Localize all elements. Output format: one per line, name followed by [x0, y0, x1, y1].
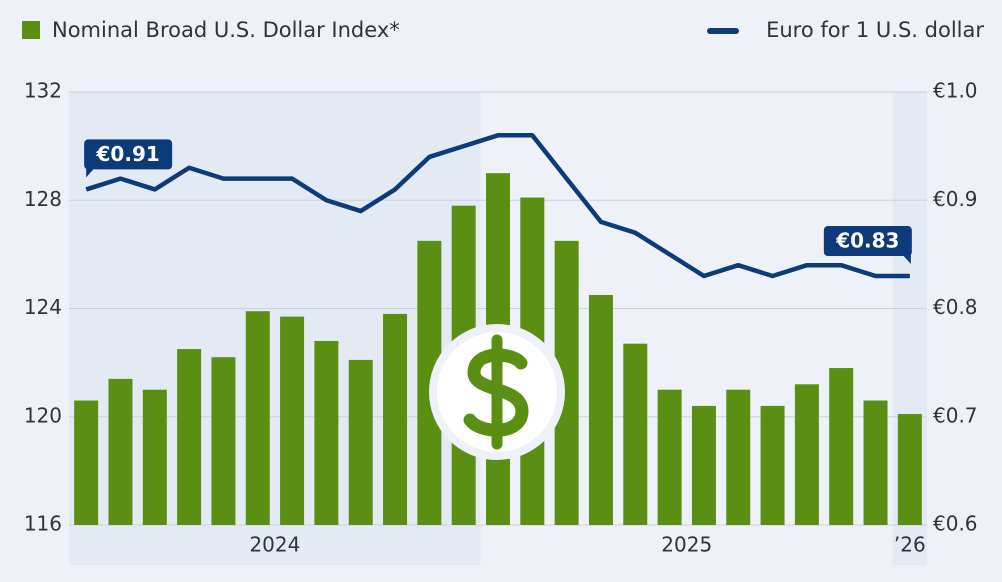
line-layer: €0.91 €0.83 — [84, 133, 912, 279]
annotation-box — [84, 139, 173, 170]
bar — [314, 340, 339, 525]
legend-label: Nominal Broad U.S. Dollar Index* — [52, 18, 400, 42]
bar — [108, 378, 133, 525]
line — [85, 133, 910, 279]
y2-tick-label: €0.7 — [933, 403, 978, 427]
y-tick-label: 128 — [24, 187, 62, 211]
bar — [794, 384, 819, 525]
bar — [348, 359, 373, 525]
legend-swatch-bar — [22, 21, 40, 39]
annotation-box — [823, 226, 912, 257]
bar — [280, 316, 305, 525]
bar — [657, 389, 682, 525]
bar — [588, 294, 613, 525]
x-year-label: ’26 — [894, 533, 926, 557]
bar — [760, 405, 785, 525]
x-year-label: 2025 — [661, 533, 712, 557]
labels: 2024 2025 ’26 116 120 124 128 132 €0.6 €0.7 €0.8 €0… — [24, 79, 978, 557]
y2-tick-label: €0.9 — [933, 187, 978, 211]
y-tick-label: 124 — [24, 295, 62, 319]
annotation-label: €0.83 — [835, 229, 899, 253]
y2-tick-label: €0.6 — [933, 512, 978, 536]
bar — [177, 349, 202, 525]
bar — [726, 389, 751, 525]
y2-tick-label: €1.0 — [933, 79, 978, 103]
bar — [74, 400, 99, 525]
y-tick-label: 116 — [24, 512, 62, 536]
year-band — [480, 92, 893, 565]
bar — [863, 400, 888, 525]
annotation-tail — [86, 167, 96, 178]
bar — [897, 414, 922, 525]
bar — [383, 313, 408, 525]
bar — [623, 343, 648, 525]
y-tick-label: 132 — [24, 79, 62, 103]
bar — [142, 389, 167, 525]
legend-label: Euro for 1 U.S. dollar — [766, 18, 984, 42]
bar — [829, 368, 854, 525]
annotation-label: €0.91 — [96, 142, 160, 166]
annotation-tail — [901, 254, 911, 265]
bar — [211, 357, 236, 525]
bar — [245, 311, 270, 525]
dollar-icon — [429, 324, 565, 460]
bar — [691, 405, 716, 525]
y2-tick-label: €0.8 — [933, 295, 978, 319]
x-year-label: 2024 — [249, 533, 300, 557]
y-tick-label: 120 — [24, 403, 62, 427]
